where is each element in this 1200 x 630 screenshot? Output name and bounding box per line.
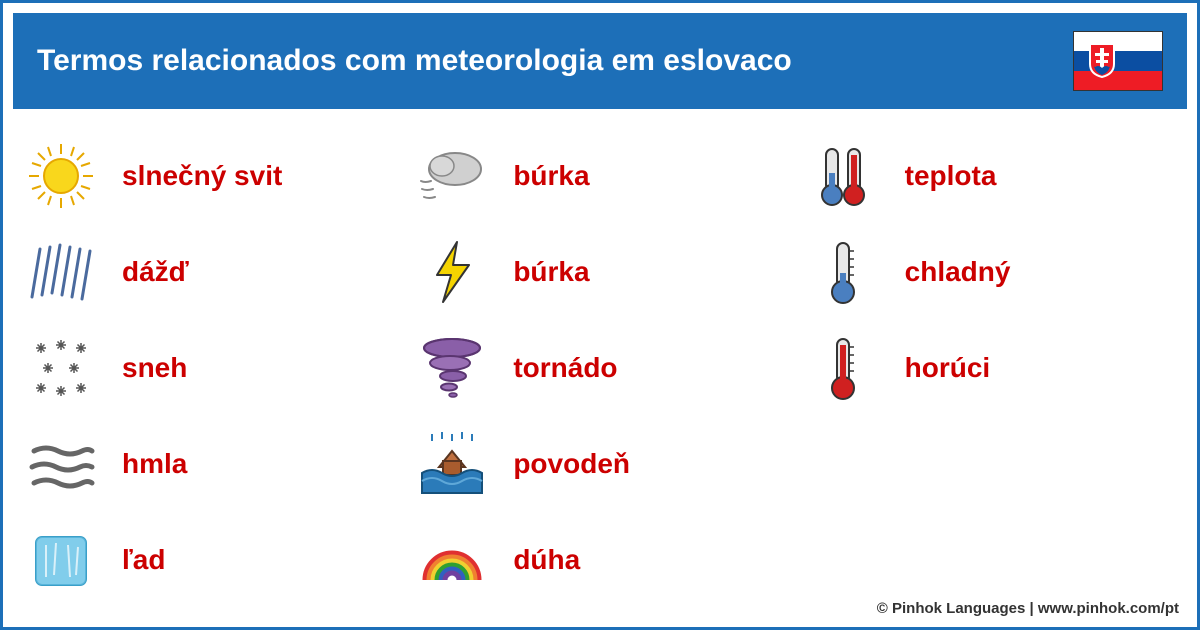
- copyright-footer: © Pinhok Languages | www.pinhok.com/pt: [877, 600, 1179, 617]
- vocab-item: tornádo: [414, 323, 785, 413]
- term-label: ľad: [122, 544, 165, 576]
- fog-icon: [23, 427, 98, 502]
- vocab-item: sneh: [23, 323, 394, 413]
- term-label: dúha: [513, 544, 580, 576]
- vocab-item: povodeň: [414, 419, 785, 509]
- page-title: Termos relacionados com meteorologia em …: [37, 44, 792, 78]
- rain-icon: [23, 235, 98, 310]
- temperature-icon: [806, 139, 881, 214]
- term-label: chladný: [905, 256, 1011, 288]
- hot-thermometer-icon: [806, 331, 881, 406]
- term-label: búrka: [513, 256, 589, 288]
- vocab-item: slnečný svit: [23, 131, 394, 221]
- vocab-item: dážď: [23, 227, 394, 317]
- term-label: horúci: [905, 352, 991, 384]
- vocab-item: chladný: [806, 227, 1177, 317]
- vocabulary-grid: slnečný svit dážď: [3, 119, 1197, 605]
- lightning-icon: [414, 235, 489, 310]
- sun-icon: [23, 139, 98, 214]
- vocab-item: búrka: [414, 227, 785, 317]
- flag-emblem-icon: [1088, 42, 1116, 78]
- vocab-item: dúha: [414, 515, 785, 605]
- cold-thermometer-icon: [806, 235, 881, 310]
- vocab-item: ľad: [23, 515, 394, 605]
- vocab-item: horúci: [806, 323, 1177, 413]
- flood-icon: [414, 427, 489, 502]
- term-label: búrka: [513, 160, 589, 192]
- term-label: sneh: [122, 352, 187, 384]
- term-label: slnečný svit: [122, 160, 282, 192]
- rainbow-icon: [414, 523, 489, 598]
- term-label: teplota: [905, 160, 997, 192]
- header-bar: Termos relacionados com meteorologia em …: [13, 13, 1187, 109]
- vocab-item: teplota: [806, 131, 1177, 221]
- column-1: slnečný svit dážď: [23, 131, 394, 605]
- term-label: dážď: [122, 256, 189, 288]
- column-2: búrka búrka tornádo: [414, 131, 785, 605]
- storm-cloud-icon: [414, 139, 489, 214]
- column-3: teplota chladný: [806, 131, 1177, 605]
- ice-icon: [23, 523, 98, 598]
- tornado-icon: [414, 331, 489, 406]
- term-label: tornádo: [513, 352, 617, 384]
- vocab-item: hmla: [23, 419, 394, 509]
- vocab-item: búrka: [414, 131, 785, 221]
- term-label: hmla: [122, 448, 187, 480]
- term-label: povodeň: [513, 448, 630, 480]
- slovakia-flag: [1073, 31, 1163, 91]
- snow-icon: [23, 331, 98, 406]
